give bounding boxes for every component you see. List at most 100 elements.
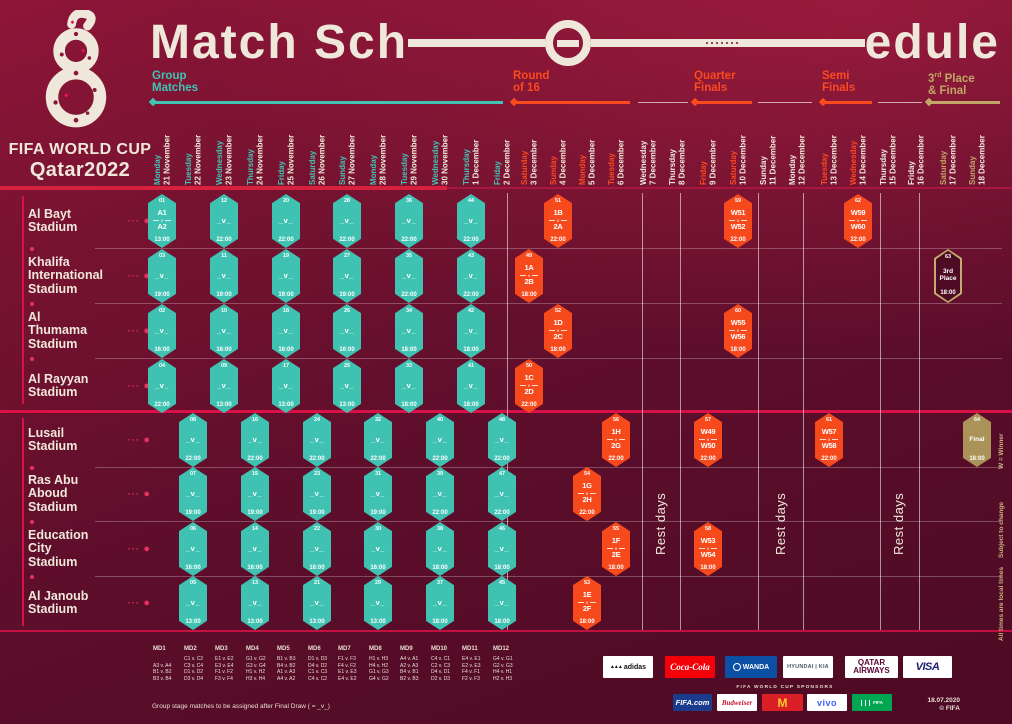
legend-matchday-column: MD10 C4 v. C1 C2 v. C3 D4 v. D1 D2 v. D3 <box>431 646 469 682</box>
row-separator-dot <box>30 246 34 251</box>
matchday-fixture: D4 v. D2 <box>308 662 328 669</box>
match-number: 32 <box>374 416 382 423</box>
kickoff-time: 16:00 <box>370 565 386 571</box>
home-slot: 1F <box>611 536 621 546</box>
match-number: 15 <box>251 470 259 477</box>
match-number: 45 <box>498 579 506 586</box>
kickoff-time: 22:00 <box>278 237 294 243</box>
row-separator <box>95 248 1002 249</box>
match-number: 24 <box>313 416 321 423</box>
versus-divider: v <box>578 600 596 605</box>
versus-divider: v <box>820 437 838 442</box>
kickoff-time: 22:00 <box>432 456 448 462</box>
match-number: 01 <box>158 197 166 204</box>
kickoff-time: 22:00 <box>401 292 417 298</box>
match-number: 12 <box>220 197 228 204</box>
footer-date: 18.07.2020 <box>927 697 960 704</box>
match-pairing: W51 v W52 <box>729 204 747 238</box>
stadium-name: Al Janoub Stadium <box>28 588 89 616</box>
date-column: Monday 12 December <box>788 105 807 185</box>
match-number: 62 <box>854 197 862 204</box>
kickoff-time: 18:00 <box>401 402 417 408</box>
match-badge-43: 43 _v_ 22:00 <box>457 249 485 303</box>
match-pairing: _v_ <box>217 314 231 348</box>
match-pairing: _v_ <box>279 314 293 348</box>
matchday-fixture: D4 v. D1 <box>431 669 451 676</box>
kickoff-time: 18:00 <box>608 565 624 571</box>
title-ring-icon <box>544 20 591 66</box>
rest-days-label: Rest days <box>773 492 788 555</box>
kickoff-time: 18:00 <box>579 619 595 625</box>
match-badge-31: 31 _v_ 19:00 <box>364 467 392 521</box>
match-pairing: _v_ <box>248 423 262 457</box>
date-weekday: Sunday <box>968 156 977 185</box>
kickoff-time: 22:00 <box>463 237 479 243</box>
rest-underline-2 <box>758 102 812 104</box>
tbd-placeholder: _v_ <box>185 488 200 498</box>
match-pairing: _v_ <box>217 369 231 403</box>
matchday-fixture: E2 v. E3 <box>462 662 481 669</box>
date-column: Thursday 15 December <box>879 105 898 185</box>
match-badge-39: 39 _v_ 22:00 <box>426 467 454 521</box>
tbd-placeholder: _v_ <box>494 434 509 444</box>
bottom-divider-line <box>0 630 1012 632</box>
match-number: 02 <box>158 307 166 314</box>
tbd-placeholder: _v_ <box>247 434 262 444</box>
versus-divider: v <box>849 218 867 223</box>
matchday-fixture: A3 v. A4 <box>153 662 172 669</box>
row-separator <box>95 358 1002 359</box>
adidas-trefoil-icon: ▲▲▲ <box>609 664 623 670</box>
match-badge-59: 59 W51 v W52 22:00 <box>724 194 752 248</box>
match-number: 38 <box>436 525 444 532</box>
match-badge-27: 27 _v_ 19:00 <box>333 249 361 303</box>
match-pairing: _v_ <box>279 369 293 403</box>
badge-label: 3rd <box>942 268 954 276</box>
match-pairing: _v_ <box>279 259 293 293</box>
match-number: 06 <box>189 525 197 532</box>
legend-matchday-column: MD9 A4 v. A1 A2 v. A3 B4 v. B1 B2 v. B3 <box>400 646 438 682</box>
row-separator <box>95 521 1002 522</box>
match-pairing: _v_ <box>464 369 478 403</box>
stadium-name: Khalifa International Stadium <box>28 254 104 296</box>
red-band <box>0 186 447 190</box>
match-number: 21 <box>313 579 321 586</box>
kickoff-time: 18:00 <box>494 619 510 625</box>
matchday-fixture: A4 v. A1 <box>400 656 419 662</box>
matchday-fixture: D3 v. D4 <box>184 675 204 682</box>
match-pairing: _v_ <box>402 204 416 238</box>
away-slot: W56 <box>730 332 746 342</box>
match-pairing: W53 v W54 <box>699 532 717 566</box>
match-pairing: _v_ <box>433 477 447 511</box>
date-column: Saturday 3 December <box>520 105 539 185</box>
date-column: Thursday 1 December <box>462 105 481 185</box>
title-dots-decoration <box>705 42 738 44</box>
away-slot: 2B <box>524 277 534 287</box>
match-pairing: _v_ <box>155 314 169 348</box>
away-slot: 2H <box>582 495 592 505</box>
match-number: 46 <box>498 525 506 532</box>
date-weekday: Wednesday <box>849 140 858 185</box>
match-badge-55: 55 1F v 2E 18:00 <box>602 522 630 576</box>
match-badge-29: 29 _v_ 13:00 <box>364 576 392 630</box>
match-pairing: _v_ <box>248 532 262 566</box>
match-number: 51 <box>554 197 562 204</box>
versus-divider: v <box>520 273 538 278</box>
tbd-placeholder: _v_ <box>432 597 447 607</box>
matchday-fixture: E4 v. E2 <box>338 675 357 682</box>
adidas-logo: ▲▲▲ adidas <box>603 656 653 678</box>
tbd-placeholder: _v_ <box>432 488 447 498</box>
match-number: 31 <box>374 470 382 477</box>
kickoff-time: 18:00 <box>700 565 716 571</box>
matchday-label: MD2 <box>184 646 197 652</box>
match-number: 22 <box>313 525 321 532</box>
date-weekday: Thursday <box>879 148 888 185</box>
matchday-fixture: E4 v. E1 <box>462 656 481 662</box>
match-pairing: W49 v W50 <box>699 423 717 457</box>
home-slot: 1D <box>553 318 563 328</box>
kickoff-time: 13:00 <box>278 402 294 408</box>
red-band-thin <box>447 187 1012 189</box>
wordmark-line2: Qatar2022 <box>29 158 131 181</box>
kickoff-time: 16:00 <box>216 347 232 353</box>
match-pairing: _v_ <box>279 204 293 238</box>
